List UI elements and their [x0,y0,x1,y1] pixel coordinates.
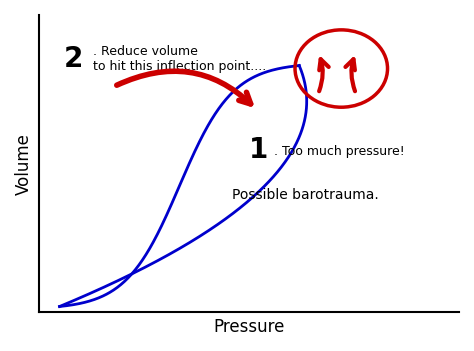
Text: 2: 2 [64,45,83,73]
Text: . Reduce volume
to hit this inflection point....: . Reduce volume to hit this inflection p… [93,45,266,73]
Text: 1: 1 [249,136,268,164]
Text: Possible barotrauma.: Possible barotrauma. [232,188,379,203]
X-axis label: Pressure: Pressure [213,318,284,336]
Y-axis label: Volume: Volume [15,133,33,195]
Text: . Too much pressure!: . Too much pressure! [274,145,405,158]
